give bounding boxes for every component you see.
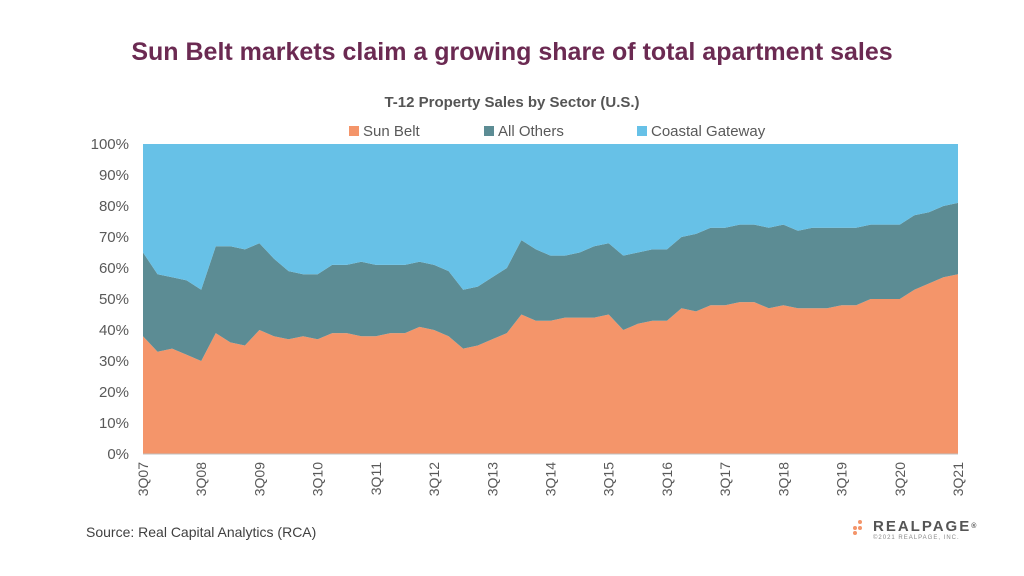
chart-title: T-12 Property Sales by Sector (U.S.): [384, 94, 640, 111]
logo-copyright: ©2021 REALPAGE, INC.: [873, 535, 960, 541]
y-tick-label: 80%: [99, 198, 129, 215]
logo-wordmark: REALPAGE: [873, 518, 972, 535]
legend-swatch: [484, 126, 494, 136]
area-series-sun-belt: [143, 274, 958, 454]
y-tick-label: 20%: [99, 384, 129, 401]
legend-swatch: [349, 126, 359, 136]
x-axis: 3Q07 3Q08 3Q09 3Q10 3Q11 3Q12 3Q13 3Q14 3Q15 3Q16…: [135, 453, 966, 496]
x-tick-label: 3Q08: [193, 462, 209, 496]
x-tick-label: 3Q09: [251, 462, 267, 496]
x-tick-label: 3Q21: [950, 462, 966, 496]
y-tick-label: 0%: [107, 446, 129, 463]
y-tick-label: 100%: [91, 136, 129, 153]
logo-trademark: ®: [971, 523, 977, 530]
x-tick-label: 3Q11: [368, 462, 384, 495]
legend-label: All Others: [498, 123, 564, 140]
legend-label: Coastal Gateway: [651, 123, 766, 140]
x-tick-label: 3Q17: [717, 462, 733, 496]
x-tick-label: 3Q07: [135, 462, 151, 496]
chart-legend: Sun Belt All Others Coastal Gateway: [349, 123, 766, 140]
x-tick-label: 3Q15: [601, 462, 617, 496]
x-tick-label: 3Q20: [892, 462, 908, 496]
realpage-logo: REALPAGE ® ©2021 REALPAGE, INC.: [852, 518, 982, 541]
x-tick-label: 3Q12: [426, 462, 442, 496]
x-tick-label: 3Q14: [543, 462, 559, 496]
y-tick-label: 50%: [99, 291, 129, 308]
chart-areas: [143, 144, 958, 454]
y-tick-label: 70%: [99, 229, 129, 246]
y-tick-label: 90%: [99, 167, 129, 184]
x-tick-label: 3Q10: [310, 462, 326, 496]
x-tick-label: 3Q16: [659, 462, 675, 496]
y-tick-label: 40%: [99, 322, 129, 339]
legend-swatch: [637, 126, 647, 136]
area-series-all-others: [143, 202, 958, 361]
legend-label: Sun Belt: [363, 123, 421, 140]
logo-dots-icon: [853, 519, 862, 535]
y-tick-label: 60%: [99, 260, 129, 277]
y-tick-label: 30%: [99, 353, 129, 370]
source-note: Source: Real Capital Analytics (RCA): [86, 524, 317, 540]
y-axis: 0% 10% 20% 30% 40% 50% 60% 70% 80% 90% 100%: [91, 136, 129, 463]
x-tick-label: 3Q18: [775, 462, 791, 496]
y-tick-label: 10%: [99, 415, 129, 432]
x-tick-label: 3Q13: [484, 462, 500, 496]
x-tick-label: 3Q19: [834, 462, 850, 496]
area-series-coastal-gateway: [143, 144, 958, 290]
page-headline: Sun Belt markets claim a growing share o…: [131, 38, 893, 66]
